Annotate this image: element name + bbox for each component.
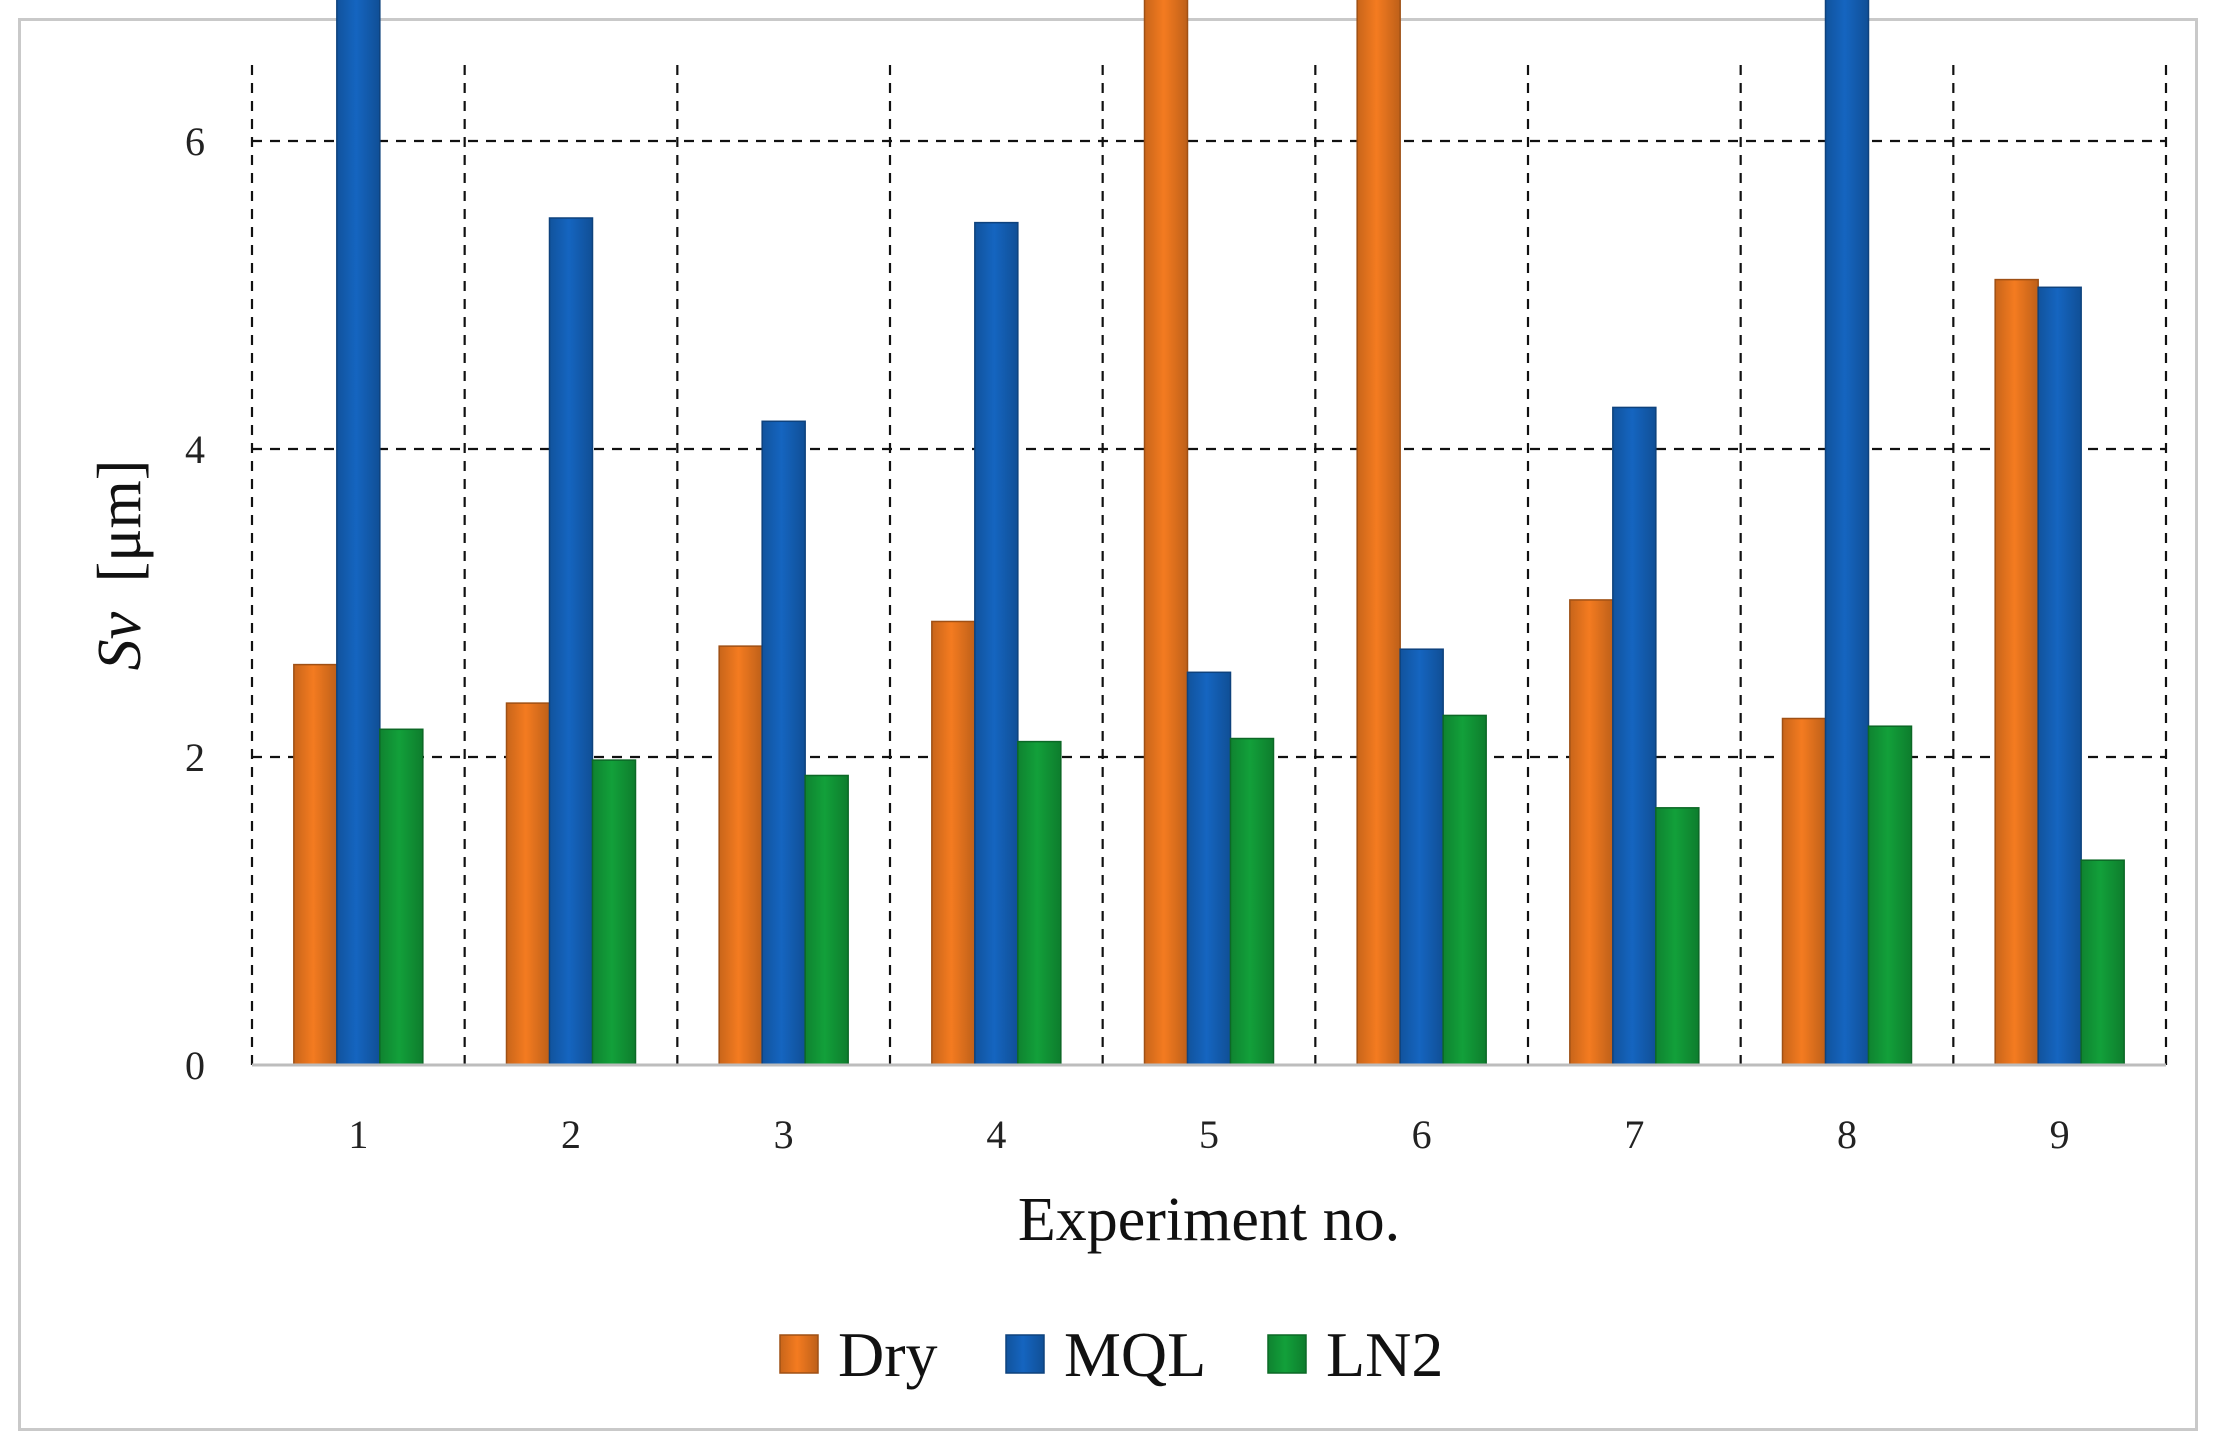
bar-mql-7: [1612, 406, 1657, 1066]
x-tick-label: 4: [986, 1112, 1006, 1157]
x-tick-labels: 1 2 3 4 5 6 7 8 9: [348, 1112, 2069, 1157]
bar-ln2-3: [804, 774, 849, 1066]
legend-label-dry: Dry: [838, 1319, 938, 1390]
x-tick-label: 9: [2050, 1112, 2070, 1157]
bars: [293, 0, 2125, 1066]
bar-mql-9: [2037, 286, 2082, 1066]
legend-swatch-mql: [1005, 1334, 1045, 1374]
bar-dry-2: [505, 702, 551, 1066]
x-tick-label: 5: [1199, 1112, 1219, 1157]
bar-ln2-4: [1017, 740, 1062, 1066]
bar-ln2-7: [1655, 807, 1700, 1066]
legend-swatch-ln2: [1267, 1334, 1307, 1374]
bar-ln2-1: [379, 728, 424, 1066]
x-tick-label: 6: [1412, 1112, 1432, 1157]
y-tick-label: 6: [185, 119, 205, 164]
bar-dry-9: [1994, 278, 2039, 1066]
bar-mql-8: [1824, 0, 1870, 1066]
bar-dry-7: [1569, 599, 1614, 1066]
bar-dry-4: [931, 620, 976, 1066]
bar-ln2-5: [1229, 737, 1275, 1066]
y-tick-label: 2: [185, 735, 205, 780]
y-tick-labels: 024681012: [185, 119, 205, 1088]
bar-dry-6: [1356, 0, 1401, 1066]
x-tick-label: 1: [348, 1112, 368, 1157]
x-tick-label: 2: [561, 1112, 581, 1157]
x-tick-label: 3: [774, 1112, 794, 1157]
bar-mql-1: [336, 0, 381, 1066]
bar-ln2-9: [2080, 859, 2125, 1066]
bar-ln2-6: [1442, 714, 1487, 1066]
y-tick-label: 0: [185, 1043, 205, 1088]
x-tick-label: 8: [1837, 1112, 1857, 1157]
y-axis-unit: [μm]: [86, 460, 154, 583]
bar-mql-6: [1399, 648, 1444, 1066]
legend-swatch-dry: [779, 1334, 819, 1374]
x-tick-label: 7: [1624, 1112, 1644, 1157]
x-axis-title: Experiment no.: [1018, 1186, 1400, 1254]
bar-mql-5: [1186, 671, 1232, 1066]
legend-label-ln2: LN2: [1326, 1319, 1443, 1390]
bar-mql-4: [974, 221, 1019, 1066]
y-tick-label: 4: [185, 427, 205, 472]
legend-label-mql: MQL: [1064, 1319, 1206, 1390]
bar-dry-8: [1781, 717, 1827, 1066]
bar-mql-3: [761, 420, 806, 1066]
bar-ln2-8: [1867, 725, 1913, 1066]
bar-ln2-2: [591, 759, 637, 1066]
y-axis-title: Sv [μm]: [86, 460, 154, 671]
legend: Dry MQL LN2: [779, 1319, 1443, 1390]
bar-dry-5: [1143, 0, 1189, 1066]
y-axis-symbol: Sv: [86, 611, 154, 670]
bar-dry-3: [718, 645, 763, 1066]
bar-dry-1: [293, 663, 338, 1066]
bar-mql-2: [548, 217, 594, 1066]
